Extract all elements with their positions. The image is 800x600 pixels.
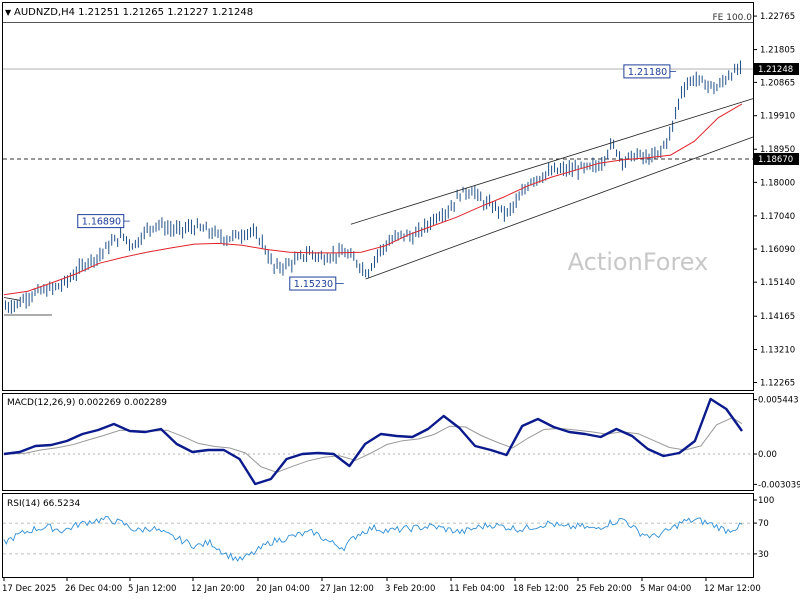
rsi-tick-label: 70 bbox=[758, 519, 769, 529]
watermark: ActionForex bbox=[568, 248, 709, 276]
fe-100-label: FE 100.0 bbox=[713, 13, 753, 23]
price-tick-label: 1.22765 bbox=[760, 12, 795, 22]
dropdown-triangle-icon[interactable]: ▼ bbox=[5, 8, 12, 17]
time-tick-label: 5 Jan 12:00 bbox=[128, 584, 176, 594]
macd-panel-frame bbox=[2, 393, 754, 491]
price-tick-label: 1.19910 bbox=[760, 112, 795, 122]
time-axis: 17 Dec 2025 26 Dec 04:00 5 Jan 12:00 12 Jan… bbox=[2, 577, 761, 594]
rsi-title: RSI(14) 66.5234 bbox=[7, 499, 80, 509]
time-tick-label: 12 Mar 12:00 bbox=[704, 584, 761, 594]
rsi-panel-frame bbox=[2, 493, 754, 578]
rsi-tick-label: 100 bbox=[758, 496, 774, 506]
price-tick-label: 1.20865 bbox=[760, 78, 795, 88]
time-tick-label: 5 Mar 04:00 bbox=[640, 584, 691, 594]
price-tick-label: 1.21805 bbox=[760, 46, 795, 56]
time-tick-label: 11 Feb 04:00 bbox=[449, 584, 505, 594]
support-level-label: 1.18670 bbox=[758, 155, 793, 165]
price-layer: 1.16890 1.15230 1.21180 bbox=[3, 60, 754, 316]
price-axis: 1.22765 1.21805 1.20865 1.19910 1.18950 1.180… bbox=[753, 12, 799, 388]
left-trend-line bbox=[3, 297, 21, 301]
price-tick-label: 1.17040 bbox=[760, 212, 795, 222]
price-panel-frame bbox=[2, 2, 754, 391]
time-tick-label: 26 Dec 04:00 bbox=[65, 584, 122, 594]
current-price-label: 1.21248 bbox=[758, 65, 793, 75]
rsi-tick-label: 30 bbox=[758, 550, 769, 560]
price-annotation-label: 1.16890 bbox=[82, 217, 121, 228]
rsi-line bbox=[3, 515, 743, 562]
price-tick-label: 1.12265 bbox=[760, 378, 795, 388]
time-tick-label: 27 Jan 12:00 bbox=[320, 584, 374, 594]
moving-average-line bbox=[3, 103, 743, 296]
price-tick-label: 1.15140 bbox=[760, 278, 795, 288]
support-level-tag bbox=[754, 152, 799, 165]
price-annotation-label: 1.15230 bbox=[294, 279, 333, 290]
macd-layer: 0.005443 0.00 -0.003039 bbox=[3, 396, 800, 490]
price-tick-label: 1.18000 bbox=[760, 178, 795, 188]
time-tick-label: 3 Feb 20:00 bbox=[385, 584, 435, 594]
price-annotation-label: 1.21180 bbox=[628, 67, 667, 78]
time-tick-label: 20 Jan 04:00 bbox=[256, 584, 310, 594]
time-tick-label: 25 Feb 20:00 bbox=[576, 584, 632, 594]
macd-tick-label: 0.00 bbox=[758, 450, 777, 460]
channel-lower-line bbox=[365, 136, 754, 280]
price-tick-label: 1.18950 bbox=[760, 145, 795, 155]
rsi-layer: 100 70 30 bbox=[3, 496, 774, 562]
symbol-ohlc-line: AUDNZD,H4 1.21251 1.21265 1.21227 1.2124… bbox=[14, 7, 253, 18]
time-tick-label: 17 Dec 2025 bbox=[2, 584, 56, 594]
time-tick-label: 12 Jan 20:00 bbox=[191, 584, 245, 594]
channel-upper-line bbox=[350, 98, 754, 225]
macd-title: MACD(12,26,9) 0.002269 0.002289 bbox=[7, 398, 167, 408]
macd-line bbox=[3, 397, 743, 486]
price-tick-label: 1.14165 bbox=[760, 312, 795, 322]
current-price-tag bbox=[754, 63, 799, 76]
macd-tick-label: -0.003039 bbox=[758, 480, 800, 490]
price-tick-label: 1.13210 bbox=[760, 346, 795, 356]
price-tick-label: 1.16090 bbox=[760, 245, 795, 255]
macd-tick-label: 0.005443 bbox=[758, 396, 799, 406]
time-tick-label: 18 Feb 12:00 bbox=[513, 584, 569, 594]
